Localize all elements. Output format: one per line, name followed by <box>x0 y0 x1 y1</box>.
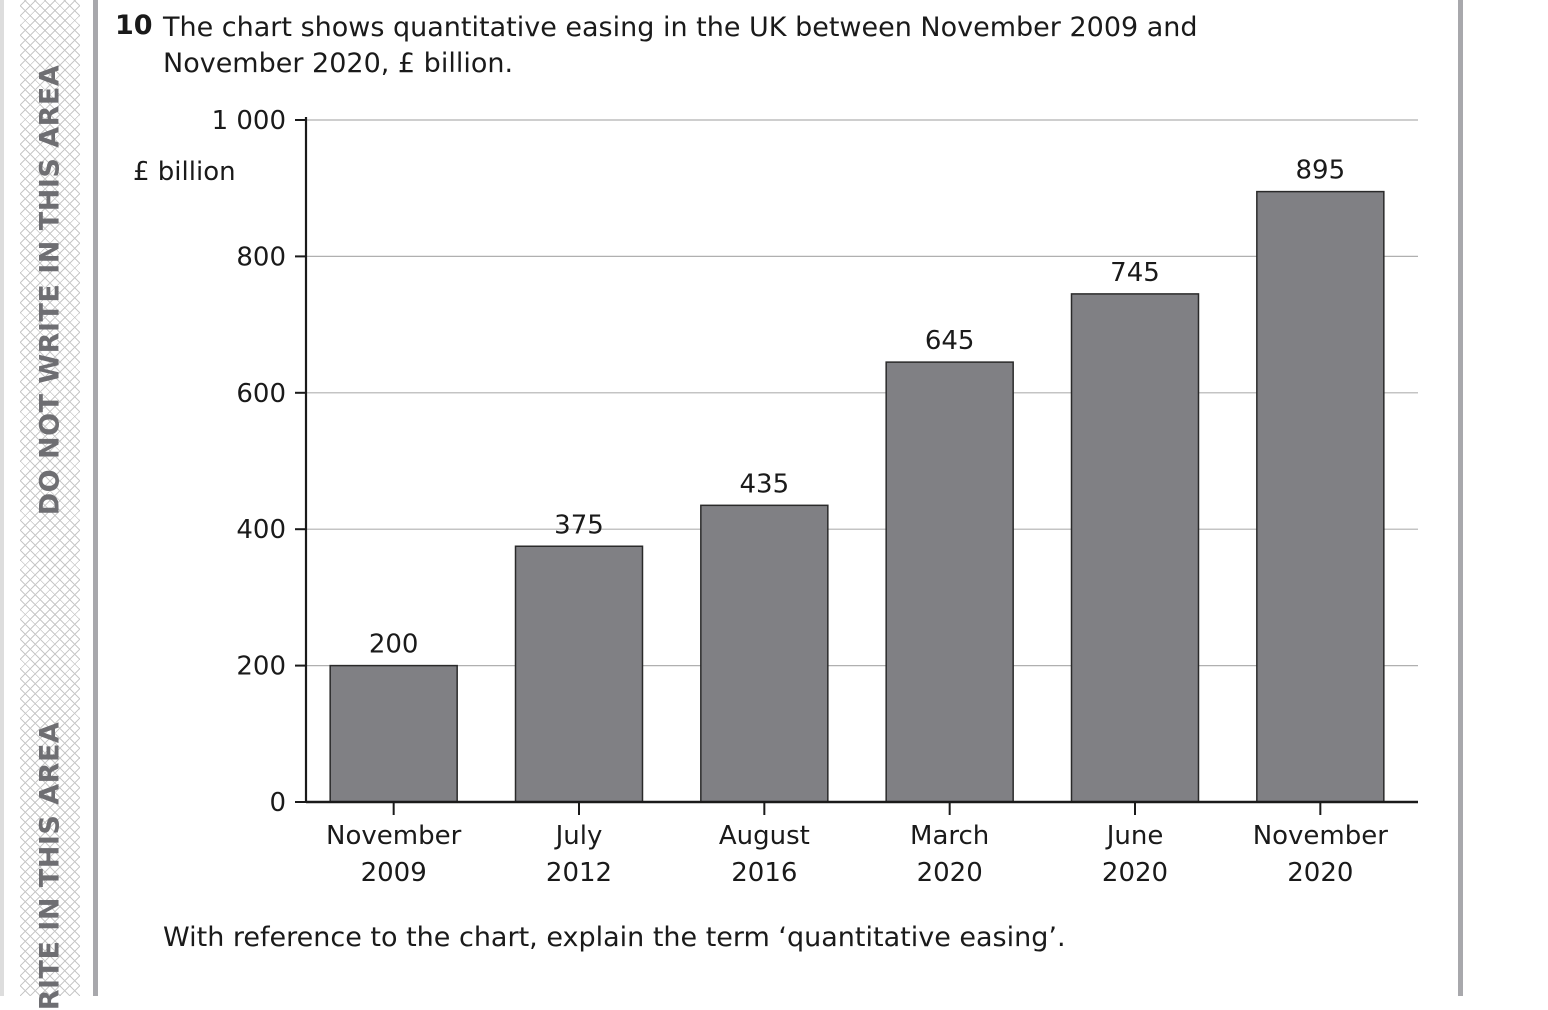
y-tick-label: 0 <box>269 788 286 818</box>
x-tick-label: 2020 <box>1287 858 1353 888</box>
x-tick-label: March <box>910 821 989 851</box>
margin-border-right <box>1458 0 1463 996</box>
data-label: 200 <box>369 630 419 660</box>
x-tick-label: August <box>719 821 810 851</box>
bar <box>885 361 1014 803</box>
x-tick-label: November <box>1253 821 1389 851</box>
x-tick-label: 2020 <box>917 858 983 888</box>
bar <box>329 664 458 803</box>
x-tick-label: July <box>554 821 603 851</box>
data-label: 375 <box>554 510 604 540</box>
y-axis-label: £ billion <box>133 157 236 187</box>
bar <box>514 545 644 803</box>
x-tick-label: 2016 <box>731 858 797 888</box>
bar <box>1256 190 1385 803</box>
page-edge <box>0 0 4 996</box>
question-prompt: With reference to the chart, explain the… <box>163 922 1066 953</box>
x-tick-label: 2012 <box>546 858 612 888</box>
x-tick-label: November <box>326 821 462 851</box>
y-tick-label: 600 <box>236 379 286 409</box>
x-tick-label: June <box>1105 821 1164 851</box>
bar <box>700 504 829 803</box>
question-number: 10 <box>115 10 153 41</box>
y-tick-label: 800 <box>236 242 286 272</box>
question-text: The chart shows quantitative easing in t… <box>163 12 1198 79</box>
bar <box>1070 293 1200 803</box>
margin-hatch <box>20 0 80 996</box>
y-tick-label: 1 000 <box>212 106 286 136</box>
y-tick-label: 400 <box>236 515 286 545</box>
x-tick-label: 2009 <box>361 858 427 888</box>
data-label: 645 <box>925 326 975 356</box>
margin-border-left <box>93 0 98 996</box>
data-label: 745 <box>1110 258 1160 288</box>
data-label: 435 <box>740 469 790 499</box>
data-label: 895 <box>1296 156 1346 186</box>
y-tick-label: 200 <box>236 652 286 682</box>
x-tick-label: 2020 <box>1102 858 1168 888</box>
